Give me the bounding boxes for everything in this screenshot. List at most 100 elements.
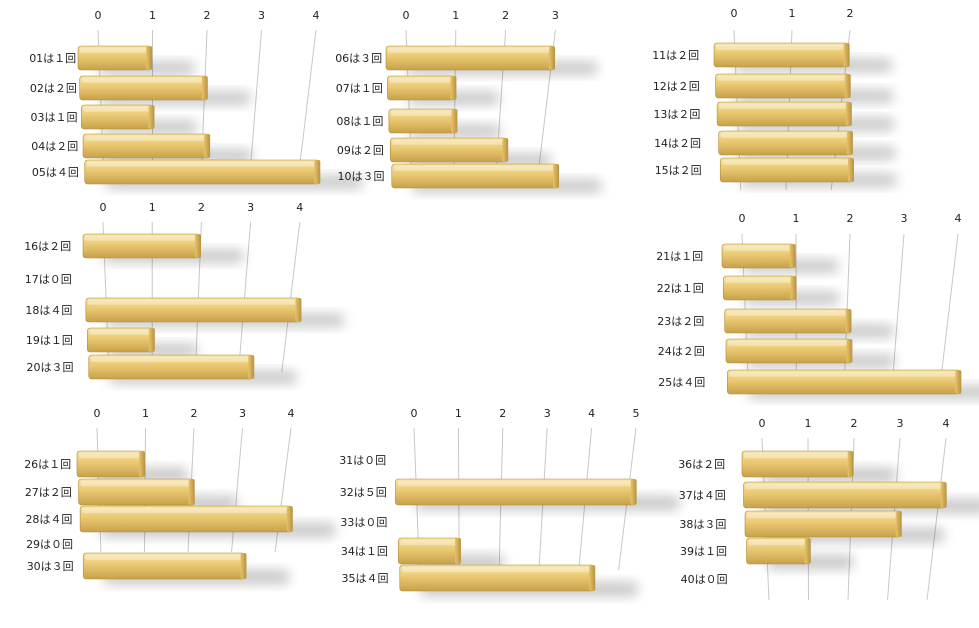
bar-highlight (397, 480, 634, 487)
bar-highlight (82, 507, 290, 514)
bar-end-cap (455, 538, 462, 564)
x-tick-label: 3 (901, 212, 908, 225)
bar-end-cap (847, 158, 854, 182)
bar-end-cap (847, 451, 854, 477)
category-label: 39は１回 (680, 545, 727, 558)
x-tick-label: 4 (588, 407, 595, 420)
category-label: 15は２回 (655, 164, 702, 177)
bar-highlight (727, 340, 850, 346)
x-tick-label: 4 (955, 212, 962, 225)
category-label: 19は１回 (26, 334, 73, 347)
x-tick-label: 2 (502, 9, 509, 22)
category-label: 04は２回 (31, 140, 78, 153)
category-label: 10は３回 (338, 170, 385, 183)
bar-end-cap (188, 479, 195, 505)
bar-highlight (393, 165, 557, 171)
category-label: 31は０回 (339, 454, 386, 467)
bar-highlight (716, 44, 847, 50)
bar-end-cap (204, 134, 211, 158)
bar-highlight (388, 47, 552, 53)
bar-highlight (401, 566, 593, 573)
category-label: 01は１回 (29, 52, 76, 65)
x-tick-label: 1 (149, 201, 156, 214)
bar-highlight (85, 135, 208, 141)
gridline-3 (891, 233, 905, 393)
bar-end-cap (845, 309, 852, 333)
bar-highlight (729, 371, 959, 377)
bar-highlight (79, 452, 143, 459)
bar-end-cap (195, 234, 201, 258)
x-tick-label: 4 (288, 407, 295, 420)
bar-end-cap (248, 355, 255, 379)
bar-highlight (748, 539, 808, 546)
category-label: 25は４回 (658, 376, 705, 389)
bar-end-cap (240, 553, 247, 579)
chart-panel-5: 0 1 2 3 4 21は１回 22は１回 23は２回 24は２回 25は４回 (656, 212, 979, 399)
x-tick-label: 4 (296, 201, 303, 214)
chart-panel-6: 0 1 2 3 4 26は１回 27は２回 28は４回 29は０回 30は３回 (24, 407, 336, 585)
x-tick-label: 5 (633, 407, 640, 420)
x-tick-label: 0 (731, 7, 738, 20)
chart-panel-4: 0 1 2 3 4 16は２回 17は０回 18は４回 19は１回 20は３回 (24, 201, 345, 384)
x-tick-label: 1 (793, 212, 800, 225)
bar-end-cap (630, 479, 637, 505)
x-tick-label: 2 (191, 407, 198, 420)
x-tick-label: 2 (847, 7, 854, 20)
bar-end-cap (148, 105, 155, 129)
x-tick-label: 3 (247, 201, 254, 214)
category-label: 05は４回 (32, 166, 79, 179)
x-tick-label: 2 (198, 201, 205, 214)
bar-end-cap (139, 451, 146, 477)
category-label: 26は１回 (24, 458, 71, 471)
category-label: 23は２回 (657, 315, 704, 328)
bar-end-cap (549, 46, 555, 70)
category-label: 20は３回 (27, 361, 74, 374)
bar-highlight (390, 110, 455, 116)
x-tick-label: 1 (452, 9, 459, 22)
gridline-4 (938, 233, 959, 393)
bar-end-cap (553, 164, 560, 188)
bar-end-cap (955, 370, 962, 394)
category-label: 02は２回 (30, 82, 77, 95)
x-tick-label: 3 (239, 407, 246, 420)
x-tick-label: 3 (258, 9, 265, 22)
bar-end-cap (846, 339, 853, 363)
category-label: 18は４回 (25, 304, 72, 317)
x-tick-label: 2 (847, 212, 854, 225)
bar-end-cap (789, 244, 796, 268)
x-tick-label: 1 (149, 9, 156, 22)
bar-end-cap (790, 276, 797, 300)
bar-highlight (722, 159, 851, 165)
bar-end-cap (845, 102, 852, 126)
x-tick-label: 3 (897, 417, 904, 430)
bar-end-cap (146, 46, 153, 70)
bar-end-cap (314, 160, 321, 184)
category-label: 21は１回 (656, 250, 703, 263)
x-tick-label: 3 (552, 9, 559, 22)
x-tick-label: 4 (943, 417, 950, 430)
bar-highlight (720, 132, 850, 138)
bar-highlight (724, 245, 793, 251)
bar-highlight (87, 299, 299, 305)
bar-end-cap (148, 328, 155, 352)
category-label: 37は４回 (679, 489, 726, 502)
x-tick-label: 0 (403, 9, 410, 22)
bar-highlight (83, 106, 152, 112)
bar-end-cap (804, 538, 811, 564)
bar-highlight (745, 483, 944, 490)
bar-highlight (89, 329, 152, 335)
x-tick-label: 1 (455, 407, 462, 420)
gridline-4 (297, 29, 317, 181)
x-tick-label: 2 (499, 407, 506, 420)
bar-end-cap (846, 131, 853, 155)
category-label: 30は３回 (27, 560, 74, 573)
category-label: 14は２回 (654, 137, 701, 150)
bar-end-cap (451, 109, 458, 133)
bar-highlight (719, 103, 849, 109)
bar-end-cap (589, 565, 596, 591)
category-label: 22は１回 (657, 282, 704, 295)
bar-highlight (725, 277, 794, 283)
bar-highlight (726, 310, 849, 316)
x-tick-label: 1 (142, 407, 149, 420)
